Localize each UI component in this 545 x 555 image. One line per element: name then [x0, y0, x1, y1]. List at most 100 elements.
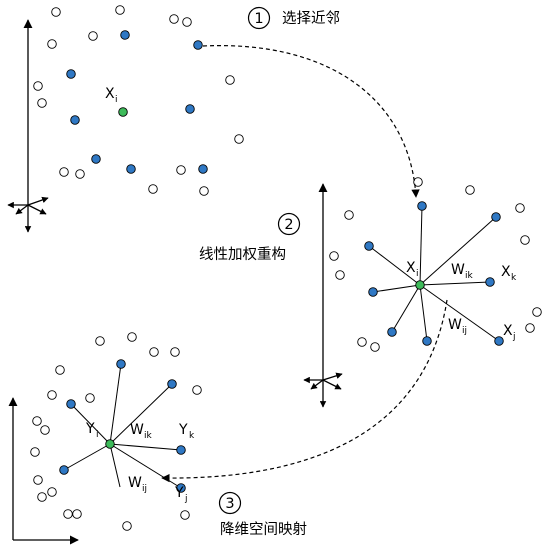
step-1-number: 1 — [254, 11, 263, 27]
neighbor-point — [176, 445, 186, 455]
svg-text:ik: ik — [465, 271, 474, 281]
panel2-weight-lines — [368, 205, 500, 342]
weight-line — [109, 443, 182, 489]
empty-point — [32, 416, 42, 426]
weight-line — [391, 284, 421, 333]
empty-point — [148, 184, 158, 194]
neighbor-point — [91, 154, 101, 164]
svg-text:Y: Y — [174, 485, 184, 501]
step-1-label: 1 选择近邻 — [247, 6, 340, 30]
empty-point — [127, 332, 137, 342]
weight-line — [109, 443, 121, 488]
empty-point — [37, 492, 47, 502]
empty-point — [30, 447, 40, 457]
svg-text:W: W — [448, 317, 462, 333]
weight-line — [419, 216, 497, 286]
empty-point — [51, 7, 61, 17]
svg-text:X: X — [105, 86, 115, 102]
neighbor-point — [198, 164, 208, 174]
neighbor-point — [116, 359, 126, 369]
empty-point — [182, 17, 192, 27]
neighbor-point — [66, 399, 76, 409]
empty-point — [122, 521, 132, 531]
empty-point — [344, 210, 354, 220]
svg-text:i: i — [115, 95, 118, 105]
empty-point — [192, 385, 202, 395]
svg-text:W: W — [128, 475, 142, 491]
empty-point — [465, 185, 475, 195]
neighbor-point — [185, 104, 195, 114]
neighbor-point — [364, 241, 374, 251]
empty-point — [176, 165, 186, 175]
empty-point — [47, 487, 57, 497]
weight-line — [419, 284, 428, 342]
neighbor-point — [176, 483, 186, 493]
step-1-text: 选择近邻 — [282, 10, 340, 27]
empty-point — [95, 336, 105, 346]
panel1-point-cloud — [33, 5, 244, 196]
empty-point — [329, 251, 339, 261]
empty-point — [37, 98, 47, 108]
neighbor-point — [59, 465, 69, 475]
svg-text:ij: ij — [462, 326, 467, 336]
empty-point — [225, 75, 235, 85]
empty-point — [59, 167, 69, 177]
empty-point — [413, 177, 423, 187]
empty-point — [532, 307, 542, 317]
empty-point — [55, 365, 65, 375]
empty-point — [199, 186, 209, 196]
step-2-text: 线性加权重构 — [199, 246, 286, 263]
empty-point — [370, 342, 380, 352]
step-3-circle — [218, 491, 242, 515]
svg-text:W: W — [130, 422, 144, 438]
empty-point — [180, 510, 190, 520]
svg-text:ik: ik — [144, 431, 153, 441]
svg-text:W: W — [451, 262, 465, 278]
neighbor-point — [368, 287, 378, 297]
weight-line — [368, 245, 421, 286]
empty-point — [72, 509, 82, 519]
empty-point — [234, 134, 244, 144]
empty-point — [335, 270, 345, 280]
empty-point — [169, 14, 179, 24]
neighbor-point — [120, 30, 130, 40]
weight-line — [70, 403, 111, 445]
empty-point — [88, 31, 98, 41]
svg-text:j: j — [512, 332, 516, 342]
panel3-axes — [8, 397, 79, 545]
empty-point — [47, 39, 57, 49]
empty-point — [85, 393, 95, 403]
svg-text:k: k — [511, 273, 517, 283]
step-3-text: 降维空间映射 — [220, 521, 307, 538]
svg-text:X: X — [406, 260, 416, 276]
svg-text:i: i — [96, 430, 99, 440]
weight-line — [109, 363, 122, 445]
empty-point — [520, 235, 530, 245]
panel2-point-cloud — [329, 177, 542, 352]
center-point — [415, 280, 425, 290]
weight-line — [419, 281, 491, 286]
step-1-circle — [247, 6, 271, 30]
empty-point — [115, 5, 125, 15]
neighbor-point — [70, 115, 80, 125]
empty-point — [33, 81, 43, 91]
neighbor-point — [193, 40, 203, 50]
svg-text:j: j — [184, 494, 188, 504]
svg-text:X: X — [501, 264, 511, 280]
neighbor-point — [417, 201, 427, 211]
weight-line — [419, 284, 500, 342]
step-3-number: 3 — [225, 496, 234, 512]
svg-text:k: k — [189, 431, 195, 441]
neighbor-point — [422, 336, 432, 346]
